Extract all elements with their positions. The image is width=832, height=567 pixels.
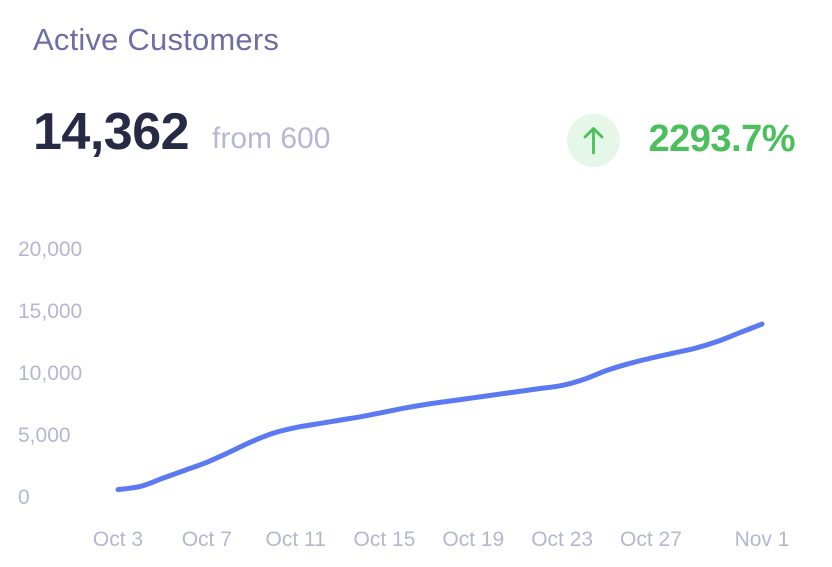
y-tick-label: 20,000 xyxy=(18,238,82,261)
x-tick-label: Oct 11 xyxy=(265,528,325,551)
x-tick-label: Oct 15 xyxy=(354,528,416,551)
x-tick-label: Oct 27 xyxy=(620,528,682,551)
arrow-up-icon xyxy=(583,127,604,155)
change-percent: 2293.7% xyxy=(648,118,795,160)
plot-area xyxy=(115,321,765,493)
metric-value: 14,362 xyxy=(33,103,190,161)
metric-previous-value: from 600 xyxy=(212,122,331,155)
metric-row: 14,362 from 600 2293.7% xyxy=(33,102,803,172)
x-tick-label: Nov 1 xyxy=(735,528,790,551)
y-tick-label: 0 xyxy=(18,486,30,509)
y-axis: 0 5,000 10,000 15,000 20,000 xyxy=(18,238,82,509)
x-tick-label: Oct 23 xyxy=(531,528,593,551)
series-line xyxy=(115,321,765,493)
y-tick-label: 10,000 xyxy=(18,362,82,385)
change-badge xyxy=(567,114,620,167)
x-tick-label: Oct 3 xyxy=(93,528,143,551)
x-tick-label: Oct 19 xyxy=(442,528,504,551)
line-chart: 0 5,000 10,000 15,000 20,000 Oct 3 Oct 7 Oct 1… xyxy=(18,238,790,551)
x-axis: Oct 3 Oct 7 Oct 11 Oct 15 Oct 19 Oct 23 Oct 27… xyxy=(93,528,790,551)
x-tick-label: Oct 7 xyxy=(182,528,232,551)
y-tick-label: 15,000 xyxy=(18,300,82,323)
card-title: Active Customers xyxy=(33,22,280,57)
y-tick-label: 5,000 xyxy=(18,424,71,447)
